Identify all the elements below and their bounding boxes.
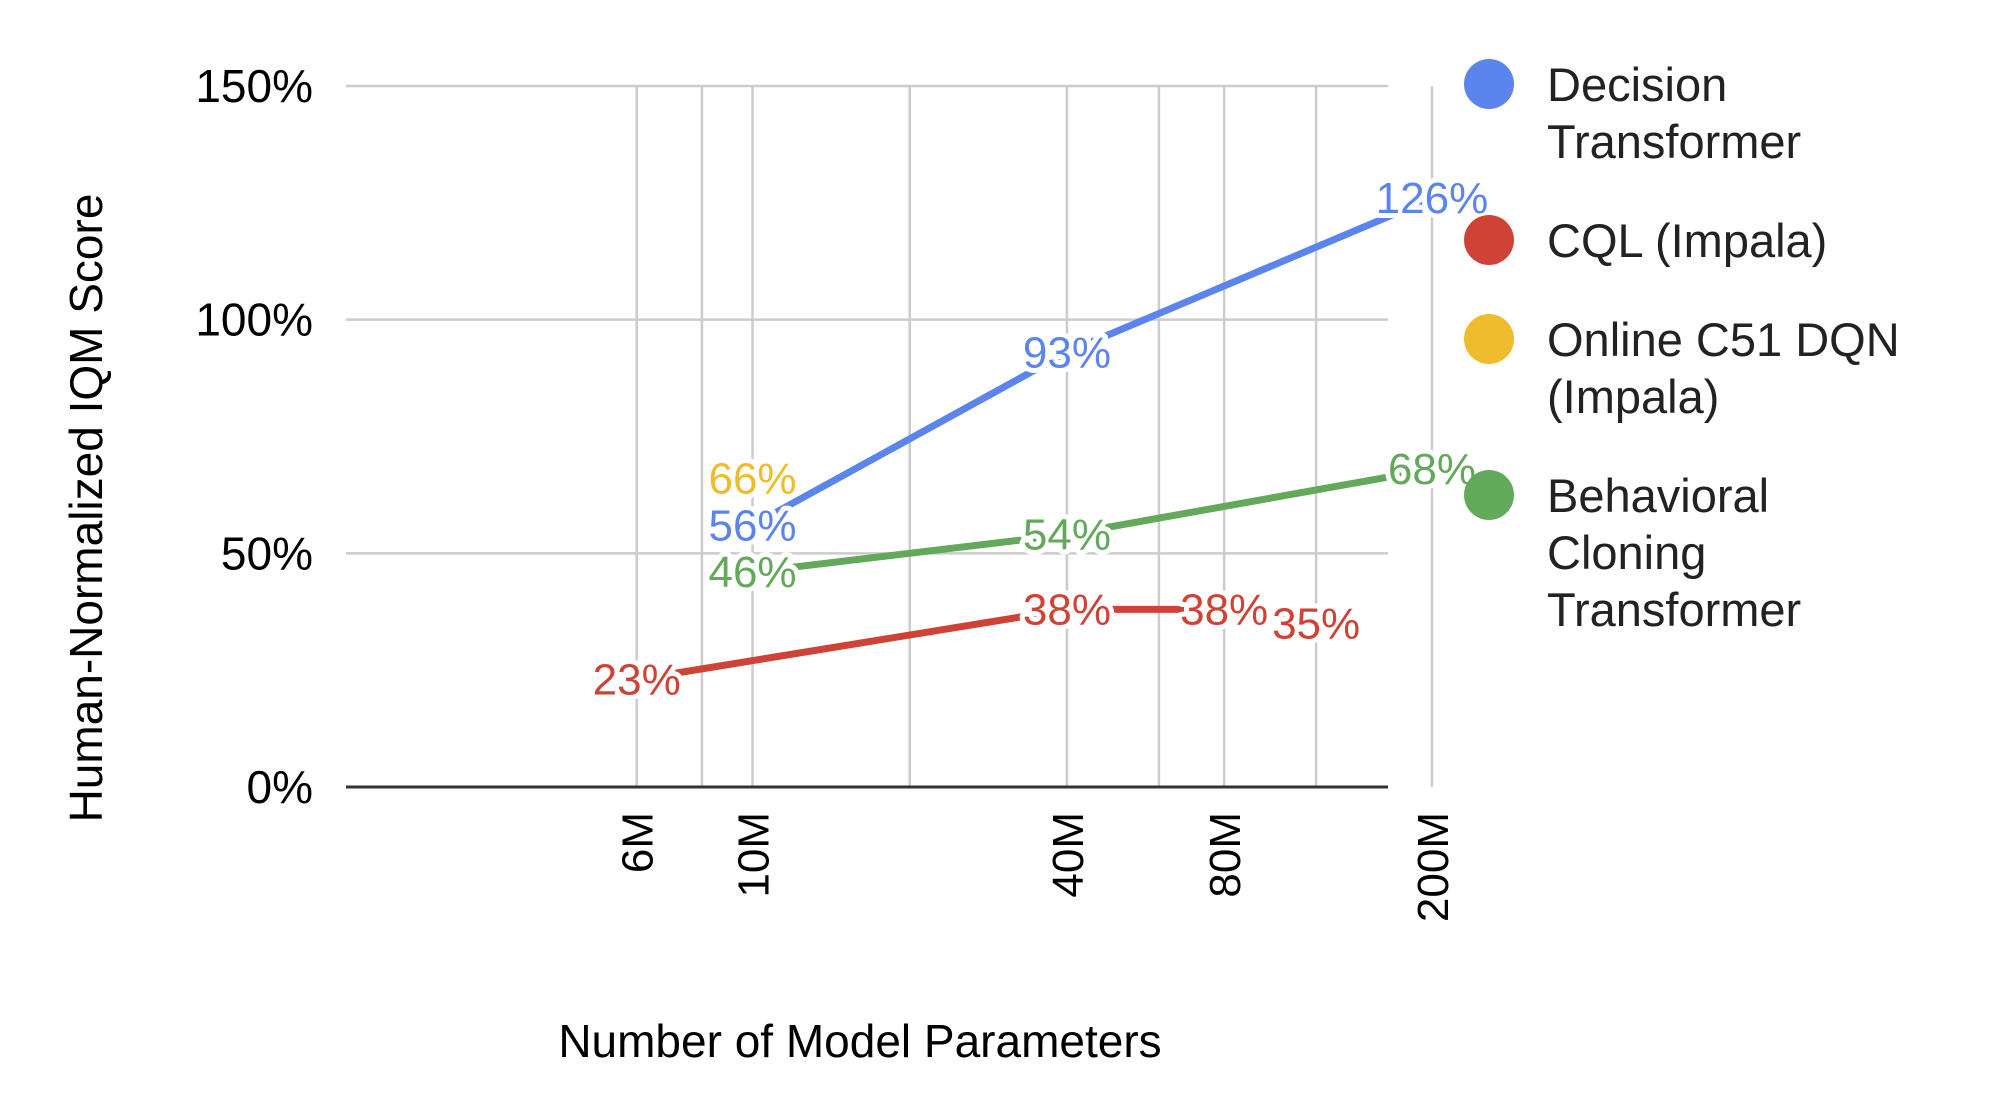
y-tick-label: 100% bbox=[195, 294, 313, 346]
legend-swatch bbox=[1464, 314, 1514, 364]
y-axis-ticks: 0% 50% 100% 150% bbox=[195, 60, 313, 813]
data-label-behavioral-cloning-transformer: 54% bbox=[1023, 511, 1111, 560]
x-tick-label: 40M bbox=[1044, 812, 1093, 898]
legend-item-cql-impala: CQL (Impala) bbox=[1464, 214, 1827, 267]
x-tick-label: 6M bbox=[614, 812, 663, 873]
legend-item-online-c51-dqn-impala: Online C51 DQN (Impala) bbox=[1464, 313, 1900, 423]
series-lines bbox=[633, 194, 1436, 683]
legend-label: Behavioral Cloning Transformer bbox=[1547, 469, 1801, 636]
series-line-cql-impala bbox=[633, 605, 1320, 683]
legend-label: Online C51 DQN (Impala) bbox=[1547, 313, 1900, 423]
legend-item-behavioral-cloning-transformer: Behavioral Cloning Transformer bbox=[1464, 469, 1801, 636]
series-line-behavioral-cloning-transformer bbox=[749, 465, 1436, 576]
legend-label: Decision Transformer bbox=[1547, 58, 1801, 168]
x-axis-ticks: 6M 10M 40M 80M 200M bbox=[614, 812, 1458, 922]
data-label-cql-impala: 35% bbox=[1272, 599, 1360, 648]
x-tick-label: 200M bbox=[1409, 812, 1458, 922]
data-label-cql-impala: 38% bbox=[1023, 585, 1111, 634]
data-label-cql-impala: 38% bbox=[1180, 585, 1268, 634]
data-label-behavioral-cloning-transformer: 46% bbox=[708, 548, 796, 597]
legend-swatch bbox=[1464, 59, 1514, 109]
y-tick-label: 150% bbox=[195, 60, 313, 112]
data-label-behavioral-cloning-transformer: 68% bbox=[1388, 445, 1476, 494]
data-label-cql-impala: 23% bbox=[593, 656, 681, 705]
legend: Decision Transformer CQL (Impala) Online C5… bbox=[1464, 58, 1900, 636]
data-label-decision-transformer: 56% bbox=[708, 501, 796, 550]
gridlines bbox=[346, 84, 1434, 789]
x-tick-label: 80M bbox=[1201, 812, 1250, 898]
y-tick-label: 0% bbox=[247, 761, 313, 813]
x-tick-label: 10M bbox=[730, 812, 779, 898]
data-label-online-c51-dqn-impala: 66% bbox=[708, 455, 796, 504]
data-labels: 56%93%126%23%38% 38% 35%66%46%54%68% bbox=[588, 169, 1494, 709]
legend-swatch bbox=[1464, 215, 1514, 265]
x-axis-title: Number of Model Parameters bbox=[558, 1015, 1161, 1067]
data-label-decision-transformer: 93% bbox=[1023, 328, 1111, 377]
data-label-decision-transformer: 126% bbox=[1376, 174, 1489, 223]
legend-label: CQL (Impala) bbox=[1547, 214, 1827, 267]
legend-item-decision-transformer: Decision Transformer bbox=[1464, 58, 1801, 168]
series-line-decision-transformer bbox=[749, 194, 1436, 529]
y-tick-label: 50% bbox=[221, 527, 313, 579]
y-axis-title: Human-Normalized IQM Score bbox=[60, 194, 112, 823]
legend-swatch bbox=[1464, 470, 1514, 520]
